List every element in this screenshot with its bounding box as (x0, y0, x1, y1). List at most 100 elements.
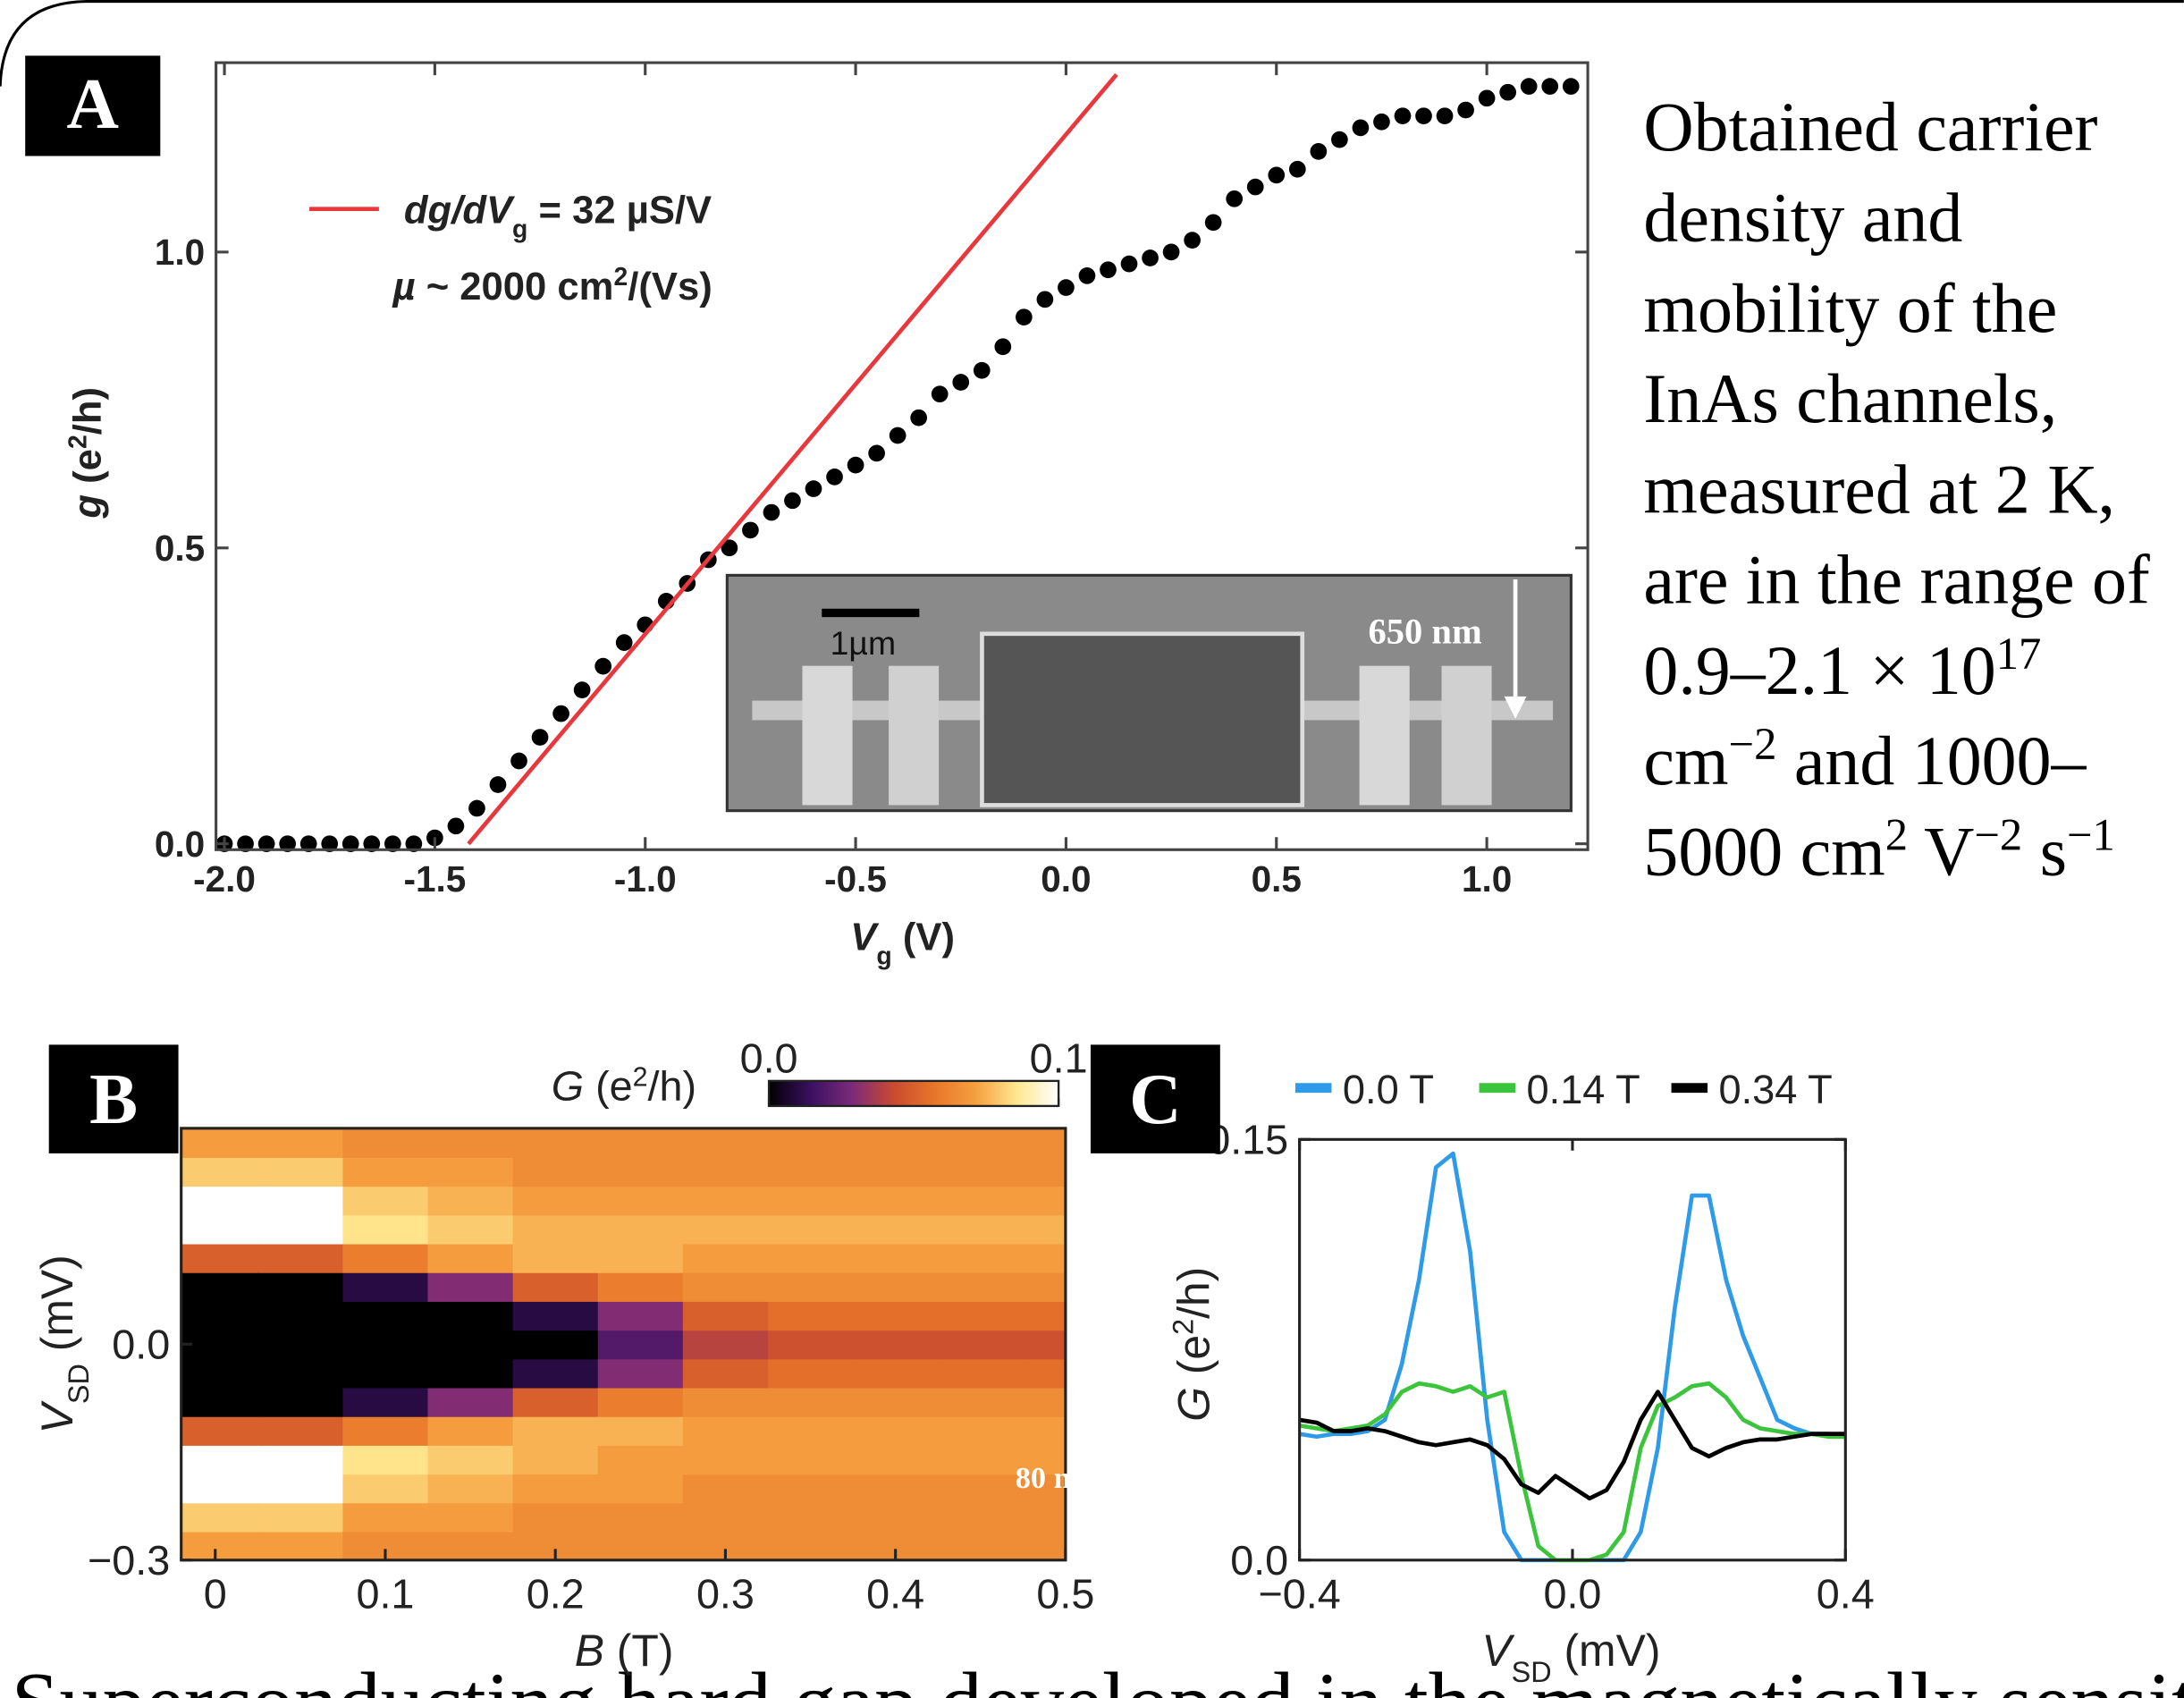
heatmap-cell (682, 1243, 769, 1273)
data-point (1142, 249, 1159, 266)
y-axis-label-run: (e (1168, 1335, 1218, 1387)
heatmap-cell (181, 1474, 259, 1504)
heatmap-cell (767, 1330, 855, 1360)
heatmap-cell (1023, 1243, 1066, 1273)
side-text-line-run: −1 (2067, 809, 2115, 859)
heatmap-cell (682, 1271, 769, 1302)
heatmap-cell (767, 1415, 855, 1446)
heatmap-cell (427, 1415, 514, 1446)
data-point (847, 456, 864, 474)
data-point (363, 835, 381, 853)
data-point (1226, 190, 1244, 207)
heatmap-cell (597, 1214, 684, 1245)
x-axis-label: VSD (mV) (1481, 1626, 1660, 1688)
side-text-line-run: measured at 2 K, (1643, 451, 2115, 528)
data-point (1204, 214, 1222, 232)
data-point (1520, 78, 1538, 95)
heatmap-cell (512, 1214, 599, 1245)
heatmap-cell (767, 1186, 855, 1216)
heatmap-cell (853, 1128, 940, 1158)
heatmap-cell (427, 1186, 514, 1216)
slide-border (0, 0, 2184, 87)
y-axis-label-run: /h) (66, 387, 109, 435)
x-tick-label: 0.3 (696, 1571, 755, 1618)
heatmap-cell (342, 1387, 429, 1417)
side-text-line-run: InAs channels, (1643, 360, 2057, 437)
heatmap-cell (181, 1243, 259, 1273)
heatmap-cell (1023, 1415, 1066, 1446)
side-text-line-run: are in the range of (1643, 542, 2150, 619)
heatmap-cell (181, 1330, 259, 1360)
heatmap-cell (767, 1157, 855, 1187)
data-point (805, 480, 822, 497)
heatmap-cell (597, 1271, 684, 1302)
heatmap-cell (257, 1214, 344, 1245)
y-axis-label-run: 2 (63, 435, 92, 449)
heatmap-cell (1023, 1128, 1066, 1158)
heatmap-cell (427, 1502, 514, 1533)
heatmap-cell (1023, 1387, 1066, 1417)
heatmap-cell (938, 1444, 1025, 1475)
x-axis-label: Vg (V) (850, 916, 955, 970)
y-tick-label: 1.0 (155, 232, 205, 273)
data-point (299, 835, 317, 853)
heatmap-cell (512, 1330, 599, 1360)
data-point (931, 385, 949, 403)
heatmap-cell (682, 1157, 769, 1187)
heatmap-cell (682, 1186, 769, 1216)
heatmap-cell (181, 1531, 259, 1560)
x-axis-label-run: (T) (604, 1626, 674, 1676)
heatmap-cell (512, 1474, 599, 1504)
side-text-line-run: 17 (1996, 629, 2042, 679)
heatmap-cell (597, 1186, 684, 1216)
heatmap-cell (427, 1157, 514, 1187)
panel-label-box (48, 1044, 179, 1153)
inset-dimension-label: 650 nm (1369, 612, 1482, 652)
data-point (468, 799, 485, 817)
heatmap-cell (181, 1444, 259, 1475)
heatmap-cell (767, 1358, 855, 1389)
data-point (447, 817, 465, 835)
side-text-line: are in the range of (1643, 542, 2150, 619)
heatmap-cell (342, 1474, 429, 1504)
data-point (1288, 160, 1306, 178)
side-text-line-run: and 1000– (1776, 722, 2087, 799)
side-text-line-run: mobility of the (1643, 270, 2057, 347)
colorbar (767, 1079, 1060, 1108)
side-text-line: 5000 cm2 V−2 s−1 (1643, 809, 2114, 890)
legend-label-run: = 32 µS/V (527, 189, 712, 232)
heatmap-cell (938, 1330, 1025, 1360)
heatmap-cell (342, 1444, 429, 1475)
heatmap-cell (1023, 1531, 1066, 1560)
x-tick-label: 0.2 (527, 1571, 585, 1618)
heatmap-cell (342, 1214, 429, 1245)
data-point (1415, 107, 1432, 125)
data-point (721, 539, 738, 557)
legend-label: 0.0 T (1343, 1067, 1434, 1112)
side-text-line-run: −2 (1729, 719, 1777, 769)
annotation-run: µ (392, 266, 415, 308)
colorbar-tick-label: 0.0 (740, 1035, 798, 1082)
side-text-line-run: s (2022, 813, 2067, 890)
data-point (868, 444, 885, 462)
x-tick-label: -0.5 (824, 858, 887, 900)
y-axis-label-run: /h) (1168, 1267, 1218, 1319)
data-point (1352, 119, 1370, 137)
heatmap-cell (597, 1128, 684, 1158)
heatmap-cell (853, 1474, 940, 1504)
heatmap-cell (181, 1128, 259, 1158)
heatmap-cell (767, 1474, 855, 1504)
data-point (1562, 78, 1580, 95)
x-tick-label: 0.4 (1817, 1571, 1875, 1618)
data-line (1299, 1390, 1846, 1501)
heatmap-cell (427, 1128, 514, 1158)
y-axis-label-run: g (66, 494, 109, 520)
heatmap-cell (597, 1330, 684, 1360)
panel-label-box (1090, 1044, 1220, 1153)
heatmap-cell (597, 1531, 684, 1560)
heatmap-cell (257, 1387, 344, 1417)
side-text-line: cm−2 and 1000– (1643, 719, 2087, 799)
annotation-run: 2 (613, 263, 628, 291)
heatmap-cell (181, 1358, 259, 1389)
